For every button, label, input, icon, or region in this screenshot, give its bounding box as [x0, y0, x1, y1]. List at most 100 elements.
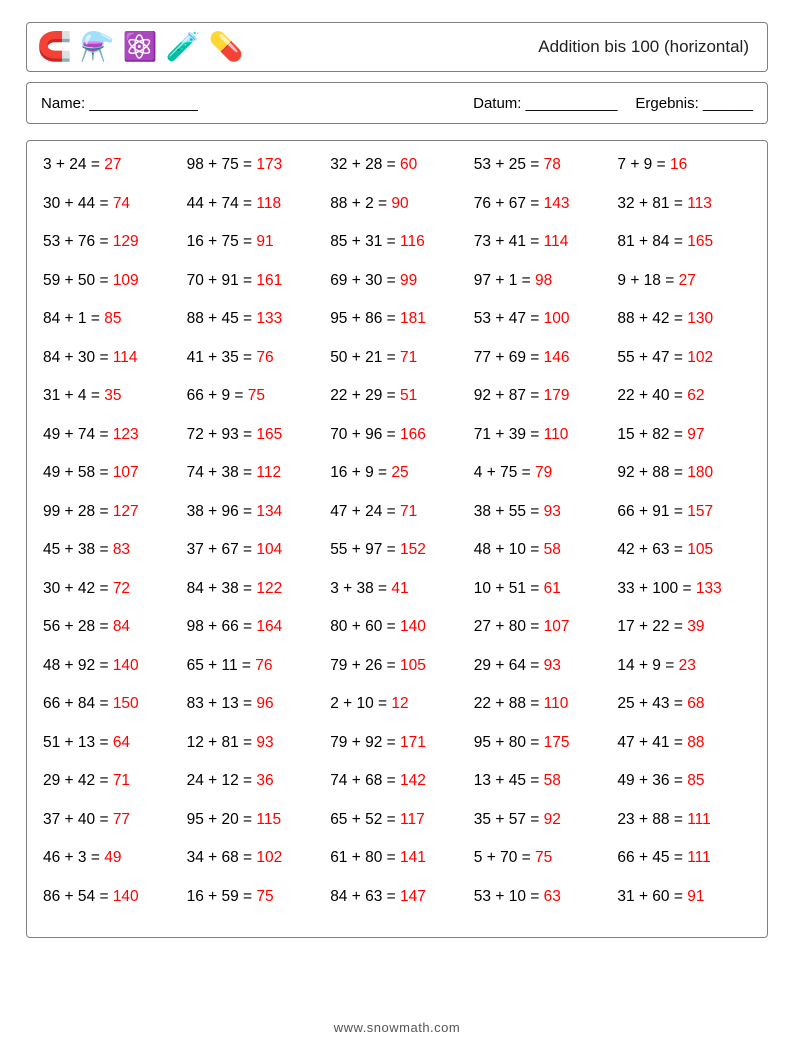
problem-cell: 70 + 91 = 161 [185, 273, 323, 312]
problem-expression: 98 + 66 = [187, 618, 257, 635]
problem-expression: 34 + 68 = [187, 849, 257, 866]
problem-answer: 51 [400, 387, 417, 404]
problem-expression: 3 + 38 = [330, 580, 391, 597]
problem-expression: 69 + 30 = [330, 272, 400, 289]
problem-answer: 140 [113, 888, 139, 905]
problem-cell: 98 + 66 = 164 [185, 619, 323, 658]
problem-expression: 66 + 9 = [187, 387, 248, 404]
problem-answer: 76 [255, 657, 272, 674]
problem-cell: 41 + 35 = 76 [185, 350, 323, 389]
problem-cell: 92 + 88 = 180 [615, 465, 753, 504]
problem-answer: 152 [400, 541, 426, 558]
problem-expression: 3 + 24 = [43, 156, 104, 173]
testtube-icon: 🧪 [166, 33, 201, 61]
problem-answer: 35 [104, 387, 121, 404]
problem-expression: 2 + 10 = [330, 695, 391, 712]
problem-cell: 42 + 63 = 105 [615, 542, 753, 581]
problem-answer: 71 [400, 349, 417, 366]
problem-cell: 31 + 4 = 35 [41, 388, 179, 427]
problem-answer: 27 [104, 156, 121, 173]
problem-expression: 4 + 75 = [474, 464, 535, 481]
problem-cell: 59 + 50 = 109 [41, 273, 179, 312]
problem-cell: 53 + 76 = 129 [41, 234, 179, 273]
problem-answer: 60 [400, 156, 417, 173]
problem-answer: 179 [544, 387, 570, 404]
problem-cell: 2 + 10 = 12 [328, 696, 466, 735]
problem-answer: 74 [113, 195, 130, 212]
problem-expression: 30 + 44 = [43, 195, 113, 212]
problem-answer: 111 [687, 849, 711, 866]
problem-column: 3 + 24 = 27 30 + 44 = 74 53 + 76 = 12959 +… [41, 157, 179, 927]
problem-cell: 65 + 11 = 76 [185, 658, 323, 697]
problem-expression: 48 + 10 = [474, 541, 544, 558]
problem-expression: 53 + 10 = [474, 888, 544, 905]
problem-answer: 72 [113, 580, 130, 597]
alembic-icon: ⚗️ [80, 33, 115, 61]
problem-answer: 88 [687, 734, 704, 751]
problem-expression: 31 + 60 = [617, 888, 687, 905]
problem-cell: 80 + 60 = 140 [328, 619, 466, 658]
problem-cell: 25 + 43 = 68 [615, 696, 753, 735]
problem-answer: 129 [113, 233, 139, 250]
problem-expression: 74 + 68 = [330, 772, 400, 789]
problem-cell: 61 + 80 = 141 [328, 850, 466, 889]
problem-answer: 146 [544, 349, 570, 366]
problem-cell: 4 + 75 = 79 [472, 465, 610, 504]
problem-expression: 14 + 9 = [617, 657, 678, 674]
problem-expression: 81 + 84 = [617, 233, 687, 250]
problem-expression: 51 + 13 = [43, 734, 113, 751]
problem-answer: 102 [687, 349, 713, 366]
problem-answer: 75 [248, 387, 265, 404]
problem-expression: 85 + 31 = [330, 233, 400, 250]
problem-answer: 61 [544, 580, 561, 597]
problem-expression: 5 + 70 = [474, 849, 535, 866]
problem-expression: 55 + 97 = [330, 541, 400, 558]
problem-expression: 29 + 64 = [474, 657, 544, 674]
problem-cell: 92 + 87 = 179 [472, 388, 610, 427]
problem-cell: 71 + 39 = 110 [472, 427, 610, 466]
problem-cell: 55 + 47 = 102 [615, 350, 753, 389]
problem-expression: 66 + 84 = [43, 695, 113, 712]
problem-expression: 73 + 41 = [474, 233, 544, 250]
problem-answer: 85 [104, 310, 121, 327]
problem-answer: 165 [256, 426, 282, 443]
problem-cell: 66 + 45 = 111 [615, 850, 753, 889]
problem-answer: 99 [400, 272, 417, 289]
problem-answer: 93 [544, 657, 561, 674]
problem-answer: 105 [400, 657, 426, 674]
problem-cell: 30 + 42 = 72 [41, 581, 179, 620]
problem-expression: 86 + 54 = [43, 888, 113, 905]
problem-cell: 84 + 1 = 85 [41, 311, 179, 350]
problem-cell: 29 + 64 = 93 [472, 658, 610, 697]
problem-cell: 23 + 88 = 111 [615, 812, 753, 851]
problem-column: 53 + 25 = 7876 + 67 = 14373 + 41 = 11497… [472, 157, 610, 927]
problem-answer: 133 [256, 310, 282, 327]
problem-answer: 127 [113, 503, 139, 520]
problem-cell: 38 + 55 = 93 [472, 504, 610, 543]
problem-answer: 118 [256, 195, 281, 212]
problem-expression: 13 + 45 = [474, 772, 544, 789]
problem-expression: 31 + 4 = [43, 387, 104, 404]
problem-expression: 42 + 63 = [617, 541, 687, 558]
problem-expression: 84 + 63 = [330, 888, 400, 905]
problem-expression: 56 + 28 = [43, 618, 113, 635]
footer-url: www.snowmath.com [0, 1020, 794, 1035]
problem-cell: 66 + 84 = 150 [41, 696, 179, 735]
problem-expression: 84 + 38 = [187, 580, 257, 597]
problem-answer: 181 [400, 310, 426, 327]
problem-answer: 64 [113, 734, 130, 751]
problem-answer: 109 [113, 272, 139, 289]
problem-cell: 56 + 28 = 84 [41, 619, 179, 658]
problem-expression: 38 + 96 = [187, 503, 257, 520]
problem-expression: 66 + 45 = [617, 849, 687, 866]
problem-answer: 110 [544, 426, 569, 443]
problem-expression: 44 + 74 = [187, 195, 257, 212]
problem-cell: 17 + 22 = 39 [615, 619, 753, 658]
problem-answer: 107 [113, 464, 139, 481]
problem-expression: 47 + 24 = [330, 503, 400, 520]
problem-answer: 79 [535, 464, 552, 481]
problem-answer: 71 [113, 772, 130, 789]
problem-cell: 88 + 42 = 130 [615, 311, 753, 350]
problem-cell: 48 + 10 = 58 [472, 542, 610, 581]
problem-column: 32 + 28 = 6088 + 2 = 9085 + 31 = 11669 +… [328, 157, 466, 927]
